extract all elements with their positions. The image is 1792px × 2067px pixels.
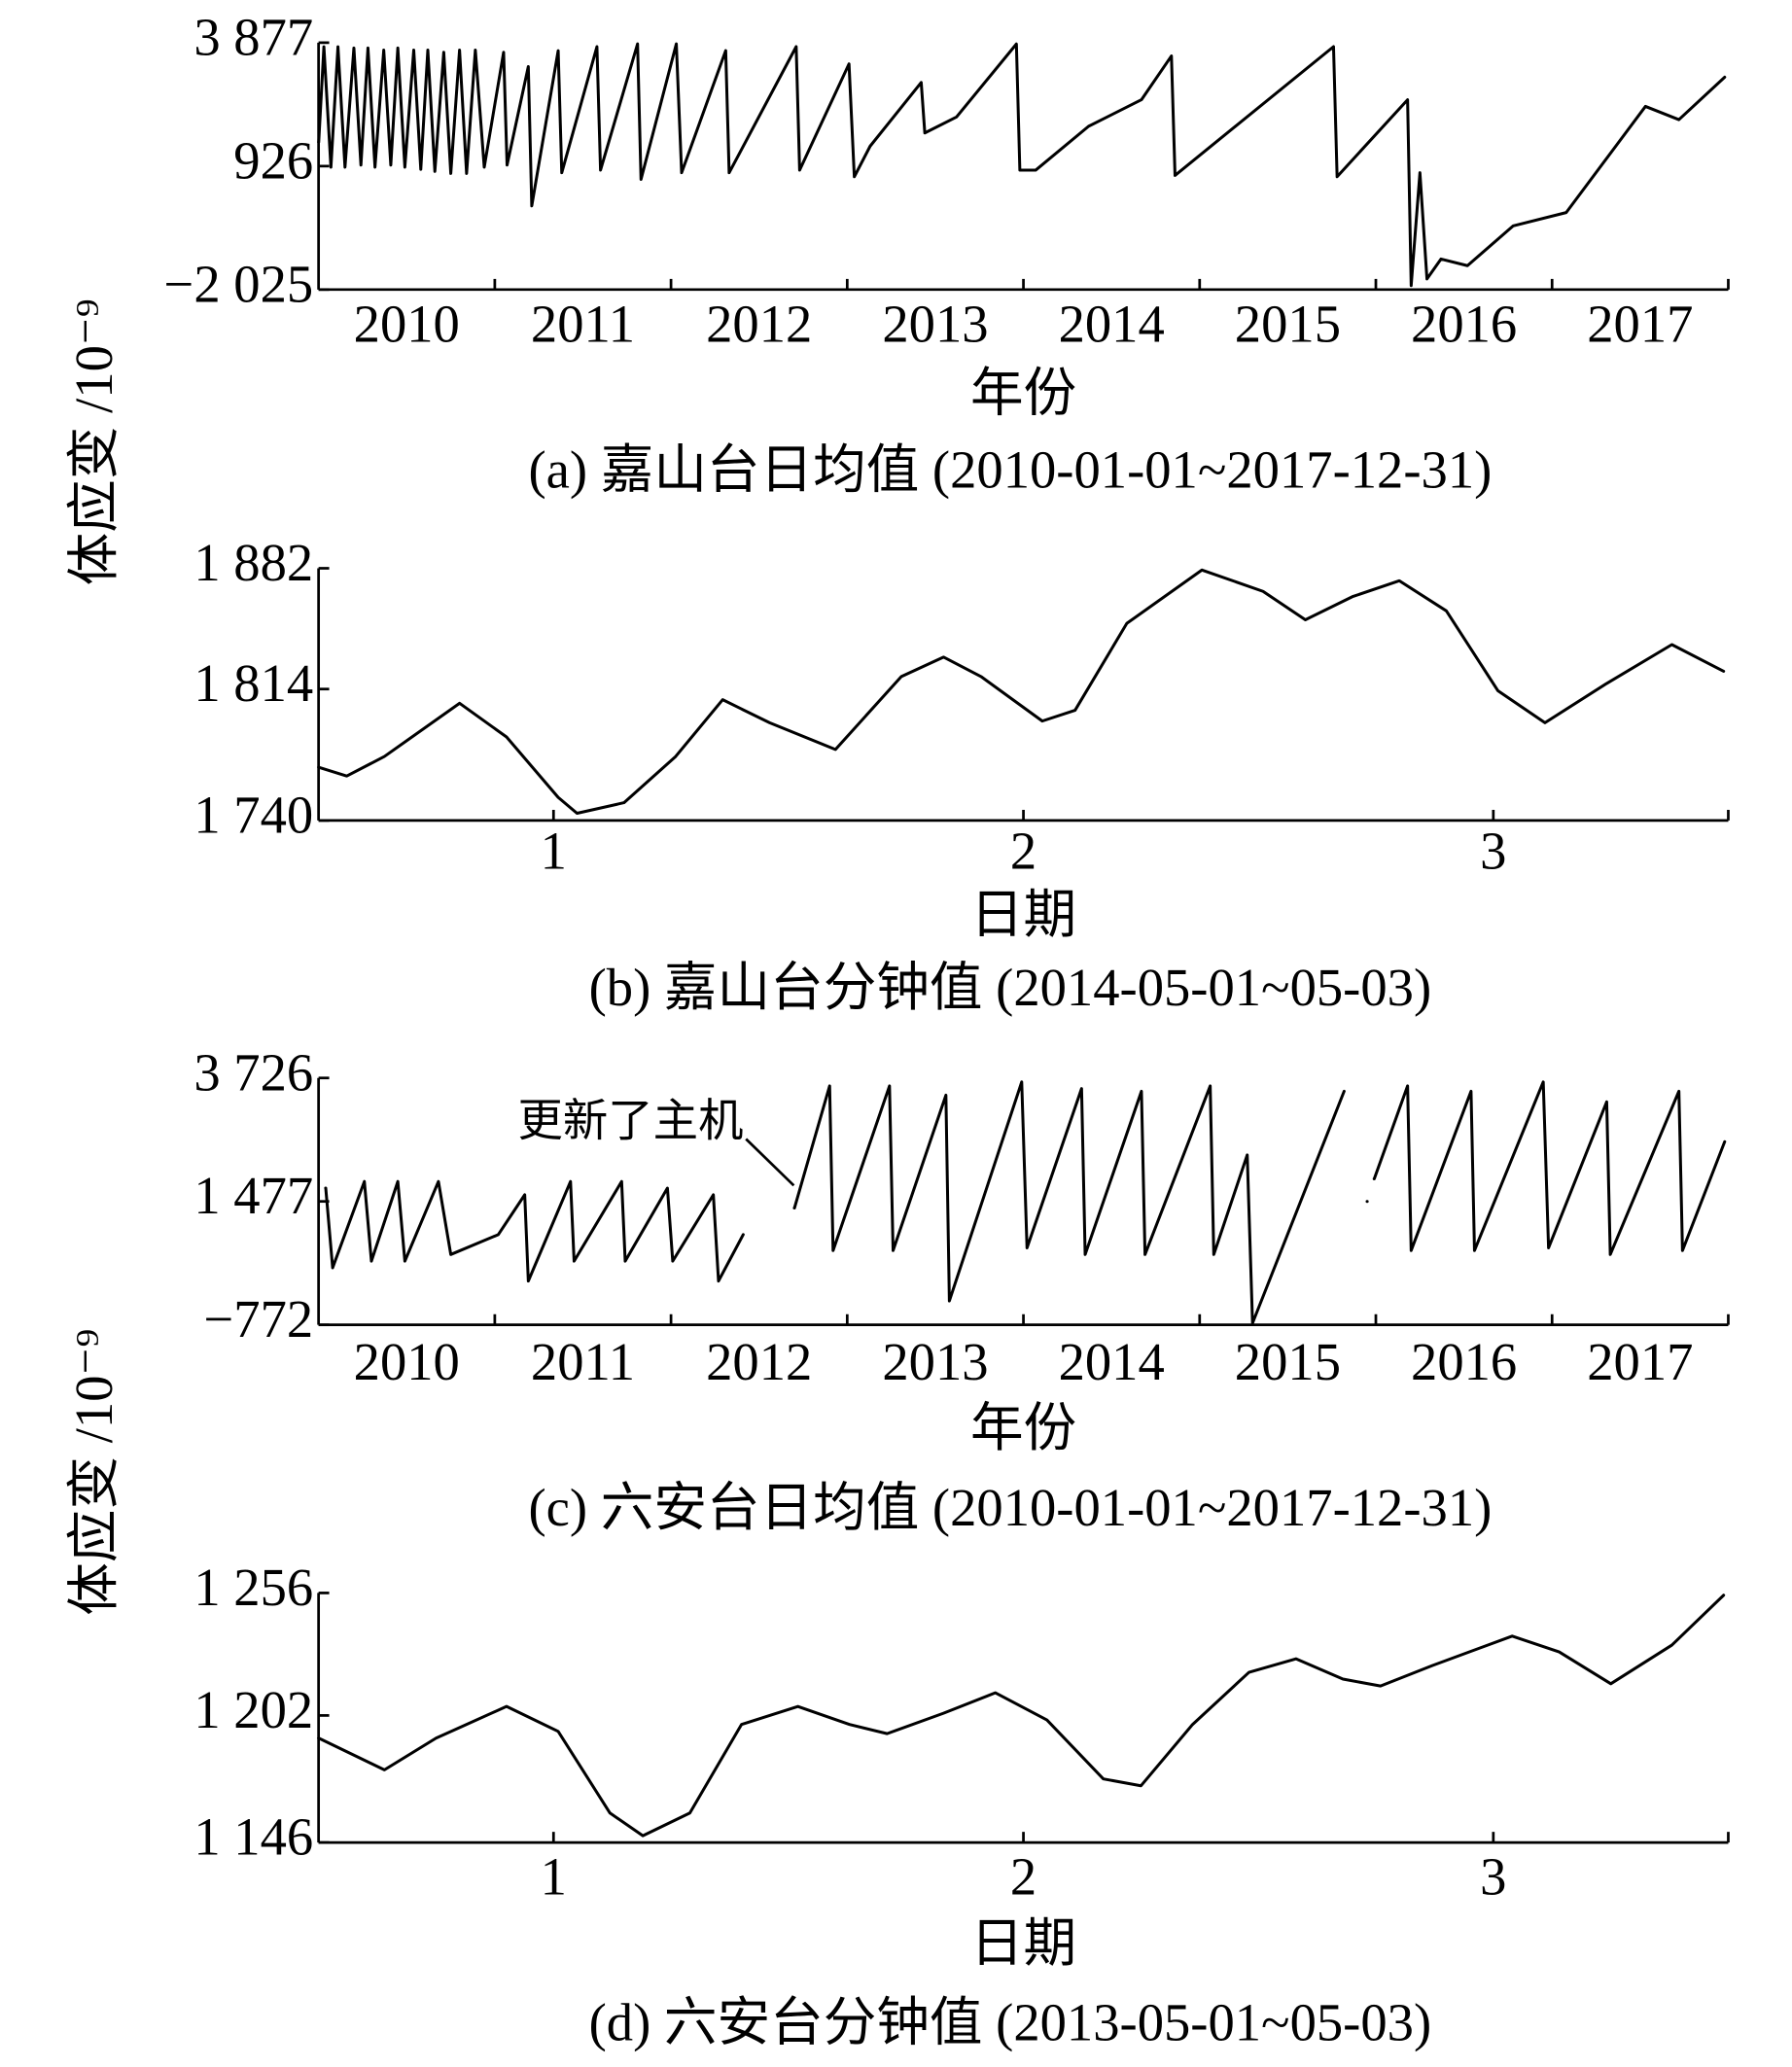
y-tick-label: 926	[233, 130, 313, 190]
x-tick-label: 2011	[531, 1332, 635, 1391]
annotation: 更新了主机	[517, 1098, 743, 1147]
caption: (c) 六安台日均值 (2010-01-01~2017-12-31)	[528, 1478, 1492, 1537]
x-tick-label: 2014	[1059, 294, 1165, 353]
y-tick-label: −772	[203, 1289, 313, 1349]
x-tick-label: 2012	[706, 294, 812, 353]
x-tick-label: 1	[541, 821, 567, 880]
x-tick-label: 2013	[882, 294, 988, 353]
x-tick-label: 3	[1480, 1847, 1506, 1907]
x-tick-label: 2016	[1411, 294, 1517, 353]
x-tick-label: 2014	[1059, 1332, 1165, 1391]
x-axis-title: 日期	[970, 885, 1076, 944]
data-line	[317, 1594, 1726, 1838]
annotation-leader	[745, 1138, 795, 1187]
x-tick-label: 2017	[1587, 294, 1693, 353]
y-tick-label: 1 882	[193, 533, 313, 592]
y-tick-label: 1 256	[193, 1558, 313, 1617]
y-tick-label: −2 025	[164, 254, 314, 313]
x-tick-label: 2010	[354, 1332, 460, 1391]
y-tick-label: 3 877	[193, 7, 313, 66]
x-axis-title: 年份	[970, 1398, 1076, 1457]
y-tick-label: 1 202	[193, 1680, 313, 1739]
x-tick-label: 1	[541, 1847, 567, 1907]
x-axis-title: 日期	[970, 1913, 1076, 1973]
x-axis-title: 年份	[970, 363, 1076, 422]
y-tick-label: 1 146	[193, 1807, 313, 1867]
caption: (d) 六安台分钟值 (2013-05-01~05-03)	[589, 1993, 1432, 2052]
y-axis-title: 体应变 /10⁻⁹	[64, 1329, 123, 1616]
x-tick-label: 2	[1010, 1847, 1037, 1907]
x-tick-label: 2013	[882, 1332, 988, 1391]
caption: (b) 嘉山台分钟值 (2014-05-01~05-03)	[589, 958, 1432, 1017]
x-tick-label: 2016	[1411, 1332, 1517, 1391]
x-tick-label: 2017	[1587, 1332, 1693, 1391]
y-axis-title: 体应变 /10⁻⁹	[64, 298, 123, 585]
caption: (a) 嘉山台日均值 (2010-01-01~2017-12-31)	[528, 439, 1492, 499]
data-line	[317, 42, 1727, 288]
y-tick-label: 1 814	[193, 653, 313, 713]
data-line	[317, 568, 1726, 816]
y-tick-label: 1 477	[193, 1166, 313, 1225]
x-tick-label: 2	[1010, 821, 1037, 880]
y-tick-label: 1 740	[193, 785, 313, 844]
x-tick-label: 2011	[531, 294, 635, 353]
x-tick-label: 2010	[354, 294, 460, 353]
x-tick-label: 2015	[1235, 294, 1341, 353]
x-tick-label: 2012	[706, 1332, 812, 1391]
data-line	[324, 1080, 1727, 1325]
x-tick-label: 3	[1480, 821, 1506, 880]
y-tick-label: 3 726	[193, 1042, 313, 1102]
x-tick-label: 2015	[1235, 1332, 1341, 1391]
